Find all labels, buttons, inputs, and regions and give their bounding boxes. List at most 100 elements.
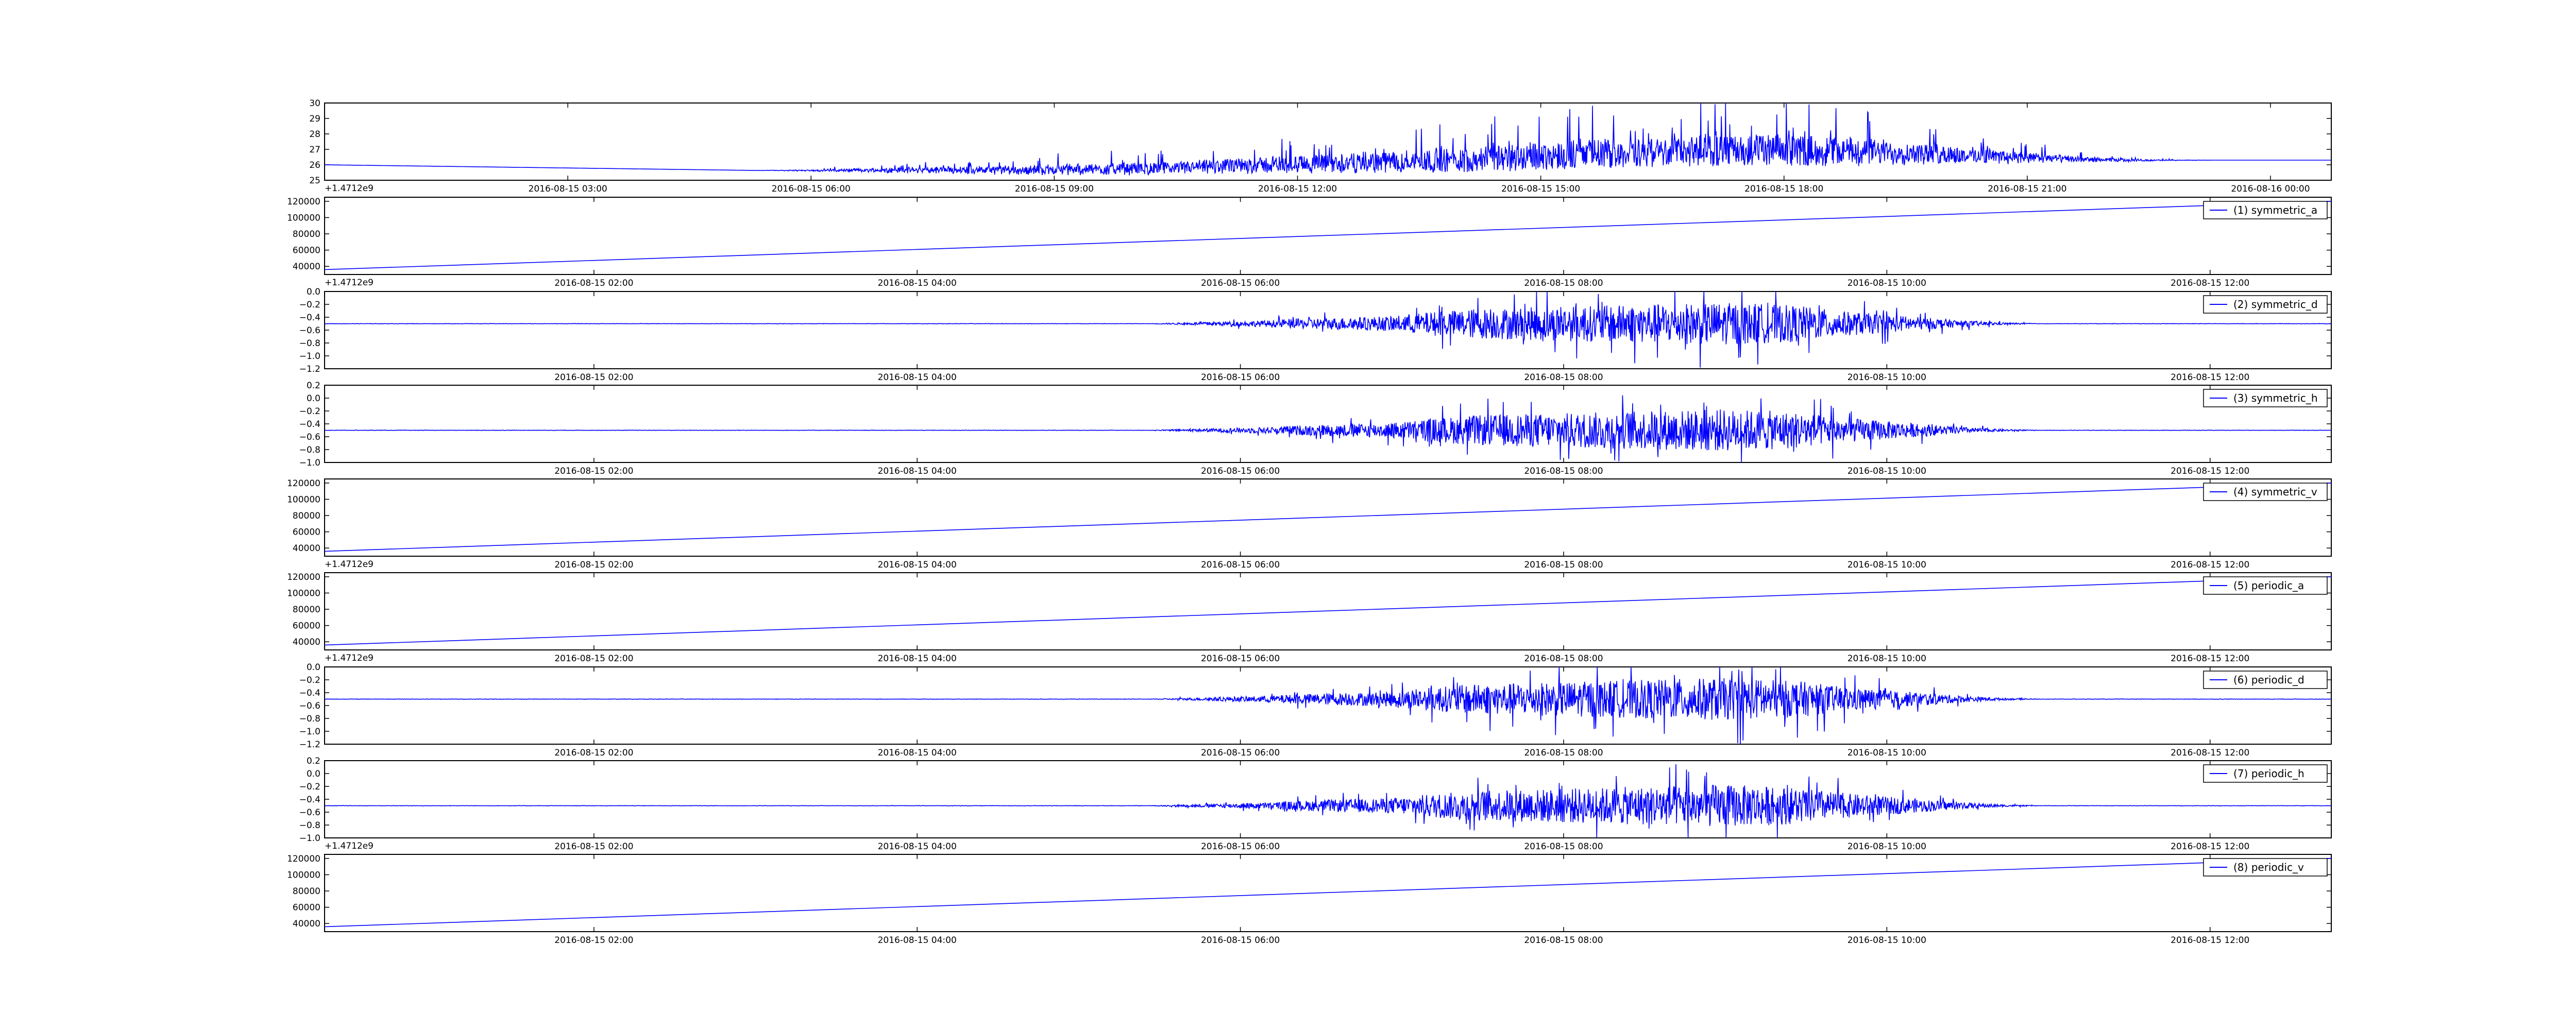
y-tick-label: 40000	[293, 919, 320, 929]
series-line	[324, 858, 2332, 928]
subplot-3: −1.2 −1.0 −0.8 −0.6 −0.4 −0.2 0.0 2016-08-15 02…	[299, 287, 2332, 383]
x-tick-label: 2016-08-15 10:00	[1848, 560, 1926, 570]
y-tick-label: −0.8	[299, 445, 320, 455]
x-tick-label: 2016-08-15 04:00	[878, 842, 957, 852]
subplot-7: −1.2 −1.0 −0.8 −0.6 −0.4 −0.2 0.0 2016-08-15 02…	[299, 662, 2332, 758]
axes-frame	[324, 666, 2332, 745]
x-tick-label: 2016-08-15 12:00	[2171, 278, 2249, 288]
x-tick-label: 2016-08-15 02:00	[554, 560, 633, 570]
subplot-8: −1.0 −0.8 −0.6 −0.4 −0.2 0.0 0.2 2016-08-15 02:…	[299, 756, 2332, 852]
y-tick-label: 80000	[293, 511, 320, 521]
x-tick-label: 2016-08-15 18:00	[1744, 184, 1823, 194]
legend-label: (6) periodic_d	[2233, 674, 2304, 686]
x-tick-label: 2016-08-15 08:00	[1524, 842, 1603, 852]
y-tick-label: −0.4	[299, 795, 320, 805]
y-tick-label: 0.0	[307, 287, 320, 297]
axis-offset-label: +1.4712e9	[325, 841, 374, 851]
legend-label: (7) periodic_h	[2233, 767, 2304, 780]
legend: (3) symmetric_h	[2203, 389, 2328, 407]
x-tick-label: 2016-08-15 12:00	[2171, 935, 2249, 946]
y-tick-label: 80000	[293, 605, 320, 615]
x-tick-label: 2016-08-15 02:00	[554, 654, 633, 664]
series-line	[324, 764, 2331, 838]
x-tick-label: 2016-08-15 06:00	[1201, 748, 1280, 758]
series-line	[324, 666, 2332, 745]
y-tick-label: −0.6	[299, 701, 320, 711]
subplot-5: 40000 60000 80000 100000 120000 2016-08-15 02…	[287, 478, 2332, 570]
x-tick-label: 2016-08-15 12:00	[1258, 184, 1337, 194]
y-tick-label: −1.0	[299, 351, 320, 362]
y-tick-label: −0.8	[299, 338, 320, 349]
x-tick-label: 2016-08-15 12:00	[2171, 748, 2249, 758]
y-tick-label: 40000	[293, 262, 320, 272]
x-tick-label: 2016-08-15 02:00	[554, 372, 633, 383]
x-tick-label: 2016-08-15 06:00	[1201, 654, 1280, 664]
series-line	[324, 576, 2332, 646]
y-tick-label: 40000	[293, 637, 320, 647]
subplot-1: 25 26 27 28 29 30 2016-08-15 03:00 2016-08-15 0…	[309, 98, 2332, 194]
legend: (5) periodic_a	[2203, 576, 2328, 595]
x-tick-label: 2016-08-15 03:00	[529, 184, 607, 194]
y-tick-label: 0.2	[307, 381, 320, 391]
x-tick-label: 2016-08-15 04:00	[878, 278, 957, 288]
y-tick-label: −1.2	[299, 364, 320, 374]
x-tick-label: 2016-08-15 10:00	[1848, 372, 1926, 383]
axis-offset-label: +1.4712e9	[325, 653, 374, 663]
y-tick-label: 120000	[287, 197, 320, 207]
x-tick-label: 2016-08-15 04:00	[878, 935, 957, 946]
y-tick-label: 60000	[293, 903, 320, 913]
legend-label: (5) periodic_a	[2233, 579, 2304, 592]
legend: (1) symmetric_a	[2203, 201, 2328, 219]
x-tick-label: 2016-08-15 08:00	[1524, 654, 1603, 664]
y-tick-label: 100000	[287, 588, 320, 598]
y-tick-label: −0.2	[299, 675, 320, 685]
x-tick-label: 2016-08-15 06:00	[772, 184, 851, 194]
x-tick-label: 2016-08-15 08:00	[1524, 372, 1603, 383]
x-tick-label: 2016-08-15 06:00	[1201, 842, 1280, 852]
x-tick-label: 2016-08-15 08:00	[1524, 466, 1603, 476]
y-tick-label: 120000	[287, 572, 320, 582]
y-tick-label: 29	[309, 114, 320, 124]
y-tick-label: 80000	[293, 229, 320, 239]
x-tick-label: 2016-08-15 04:00	[878, 560, 957, 570]
y-tick-label: 0.0	[307, 393, 320, 404]
x-tick-label: 2016-08-15 02:00	[554, 935, 633, 946]
x-tick-label: 2016-08-15 15:00	[1501, 184, 1580, 194]
y-tick-label: 60000	[293, 621, 320, 631]
y-tick-label: −0.4	[299, 313, 320, 323]
y-tick-label: 120000	[287, 478, 320, 489]
y-tick-label: 60000	[293, 527, 320, 538]
y-tick-label: 25	[309, 176, 320, 186]
series-line	[325, 291, 2332, 368]
axis-offset-label: +1.4712e9	[325, 183, 374, 194]
x-tick-label: 2016-08-15 10:00	[1848, 748, 1926, 758]
y-tick-label: 100000	[287, 494, 320, 505]
y-tick-label: 100000	[287, 213, 320, 223]
x-tick-label: 2016-08-15 06:00	[1201, 560, 1280, 570]
x-tick-label: 2016-08-15 10:00	[1848, 466, 1926, 476]
legend-label: (2) symmetric_d	[2233, 298, 2318, 311]
x-tick-label: 2016-08-15 09:00	[1015, 184, 1094, 194]
x-tick-label: 2016-08-15 10:00	[1848, 654, 1926, 664]
series-line	[324, 201, 2332, 270]
x-tick-label: 2016-08-15 02:00	[554, 278, 633, 288]
x-tick-label: 2016-08-15 08:00	[1524, 278, 1603, 288]
y-tick-label: 0.2	[307, 756, 320, 766]
x-tick-label: 2016-08-15 06:00	[1201, 466, 1280, 476]
series-line	[325, 102, 2331, 176]
y-tick-label: 120000	[287, 854, 320, 864]
x-tick-label: 2016-08-16 00:00	[2231, 184, 2310, 194]
y-tick-label: 28	[309, 129, 320, 140]
x-tick-label: 2016-08-15 02:00	[554, 748, 633, 758]
axes-frame	[324, 102, 2332, 181]
x-tick-label: 2016-08-15 08:00	[1524, 560, 1603, 570]
y-tick-label: −0.8	[299, 714, 320, 724]
series-line	[324, 483, 2332, 552]
subplot-6: 40000 60000 80000 100000 120000 2016-08-15 02…	[287, 572, 2332, 664]
x-tick-label: 2016-08-15 10:00	[1848, 278, 1926, 288]
y-tick-label: −0.4	[299, 419, 320, 430]
y-tick-label: 60000	[293, 246, 320, 256]
legend-label: (4) symmetric_v	[2233, 486, 2317, 498]
x-tick-label: 2016-08-15 12:00	[2171, 372, 2249, 383]
